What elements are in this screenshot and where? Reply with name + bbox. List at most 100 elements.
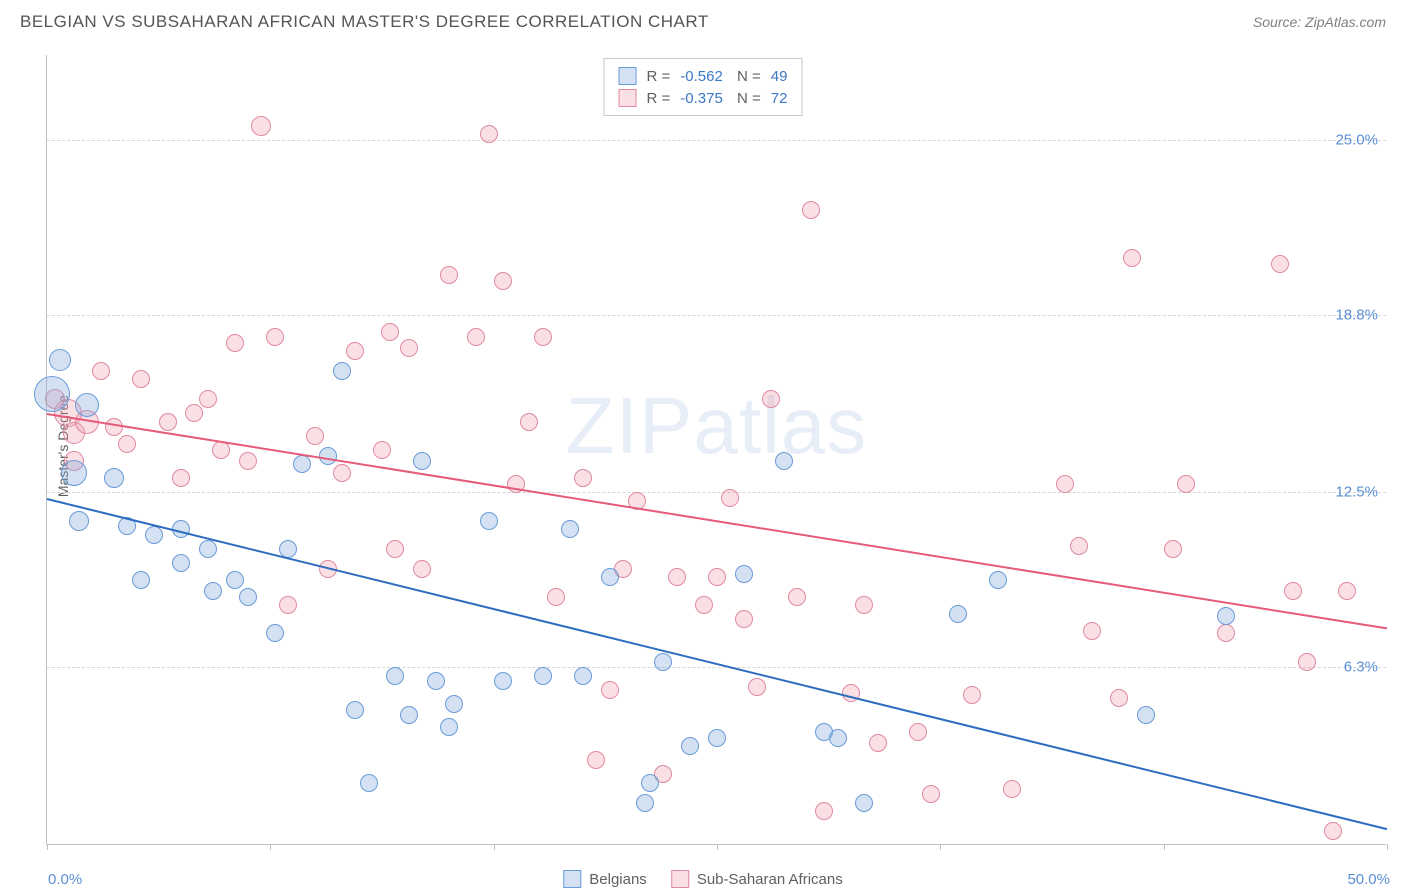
point-series1 [49, 349, 71, 371]
r-value-series1: -0.562 [680, 68, 723, 85]
legend-label-series2: Sub-Saharan Africans [697, 871, 843, 888]
trendline-series1 [47, 498, 1387, 830]
point-series1 [204, 582, 222, 600]
point-series1 [413, 452, 431, 470]
point-series1 [1137, 706, 1155, 724]
point-series1 [574, 667, 592, 685]
point-series2 [306, 427, 324, 445]
gridline [47, 667, 1386, 668]
point-series1 [601, 568, 619, 586]
point-series2 [440, 266, 458, 284]
x-tick-min: 0.0% [48, 871, 82, 888]
point-series1 [172, 554, 190, 572]
point-series1 [775, 452, 793, 470]
point-series2 [534, 328, 552, 346]
stats-legend-box: R = -0.562 N = 49 R = -0.375 N = 72 [604, 58, 803, 116]
point-series2 [1217, 624, 1235, 642]
point-series1 [346, 701, 364, 719]
point-series2 [251, 116, 271, 136]
point-series2 [748, 678, 766, 696]
r-value-series2: -0.375 [680, 90, 723, 107]
point-series2 [695, 596, 713, 614]
point-series2 [279, 596, 297, 614]
n-value-series2: 72 [771, 90, 788, 107]
point-series1 [735, 565, 753, 583]
point-series2 [266, 328, 284, 346]
watermark: ZIPatlas [566, 380, 867, 472]
point-series2 [239, 452, 257, 470]
point-series2 [668, 568, 686, 586]
point-series2 [909, 723, 927, 741]
point-series1 [636, 794, 654, 812]
chart-header: BELGIAN VS SUBSAHARAN AFRICAN MASTER'S D… [0, 0, 1406, 40]
point-series2 [386, 540, 404, 558]
point-series2 [105, 418, 123, 436]
point-series2 [1284, 582, 1302, 600]
point-series2 [494, 272, 512, 290]
point-series2 [963, 686, 981, 704]
stats-row-series1: R = -0.562 N = 49 [619, 65, 788, 87]
bottom-legend: Belgians Sub-Saharan Africans [563, 870, 842, 888]
point-series1 [708, 729, 726, 747]
point-series2 [922, 785, 940, 803]
point-series2 [855, 596, 873, 614]
point-series1 [199, 540, 217, 558]
point-series2 [1271, 255, 1289, 273]
point-series1 [293, 455, 311, 473]
point-series2 [788, 588, 806, 606]
point-series2 [601, 681, 619, 699]
n-value-series1: 49 [771, 68, 788, 85]
y-tick-label: 18.8% [1335, 306, 1378, 323]
legend-swatch-series1 [563, 870, 581, 888]
point-series2 [373, 441, 391, 459]
point-series1 [445, 695, 463, 713]
point-series1 [319, 447, 337, 465]
point-series2 [1123, 249, 1141, 267]
point-series2 [346, 342, 364, 360]
point-series2 [587, 751, 605, 769]
point-series1 [226, 571, 244, 589]
point-series2 [1324, 822, 1342, 840]
point-series2 [1003, 780, 1021, 798]
y-tick-label: 6.3% [1344, 659, 1378, 676]
point-series1 [561, 520, 579, 538]
point-series1 [104, 468, 124, 488]
point-series1 [855, 794, 873, 812]
point-series1 [61, 460, 87, 486]
point-series1 [333, 362, 351, 380]
point-series1 [75, 393, 99, 417]
point-series2 [199, 390, 217, 408]
point-series2 [400, 339, 418, 357]
point-series1 [949, 605, 967, 623]
point-series2 [226, 334, 244, 352]
point-series1 [266, 624, 284, 642]
point-series2 [815, 802, 833, 820]
point-series1 [681, 737, 699, 755]
point-series1 [1217, 607, 1235, 625]
swatch-series1 [619, 67, 637, 85]
point-series2 [413, 560, 431, 578]
point-series2 [92, 362, 110, 380]
x-tick [494, 844, 495, 850]
point-series2 [762, 390, 780, 408]
plot-area: ZIPatlas 6.3%12.5%18.8%25.0% [46, 55, 1386, 845]
point-series2 [1056, 475, 1074, 493]
point-series1 [654, 653, 672, 671]
point-series2 [1083, 622, 1101, 640]
legend-item-series2: Sub-Saharan Africans [671, 870, 843, 888]
point-series2 [547, 588, 565, 606]
point-series1 [239, 588, 257, 606]
point-series2 [118, 435, 136, 453]
point-series1 [145, 526, 163, 544]
point-series1 [132, 571, 150, 589]
legend-item-series1: Belgians [563, 870, 647, 888]
point-series1 [400, 706, 418, 724]
point-series1 [829, 729, 847, 747]
point-series2 [1110, 689, 1128, 707]
point-series2 [172, 469, 190, 487]
point-series1 [534, 667, 552, 685]
stats-row-series2: R = -0.375 N = 72 [619, 87, 788, 109]
point-series2 [185, 404, 203, 422]
x-tick [47, 844, 48, 850]
point-series2 [721, 489, 739, 507]
